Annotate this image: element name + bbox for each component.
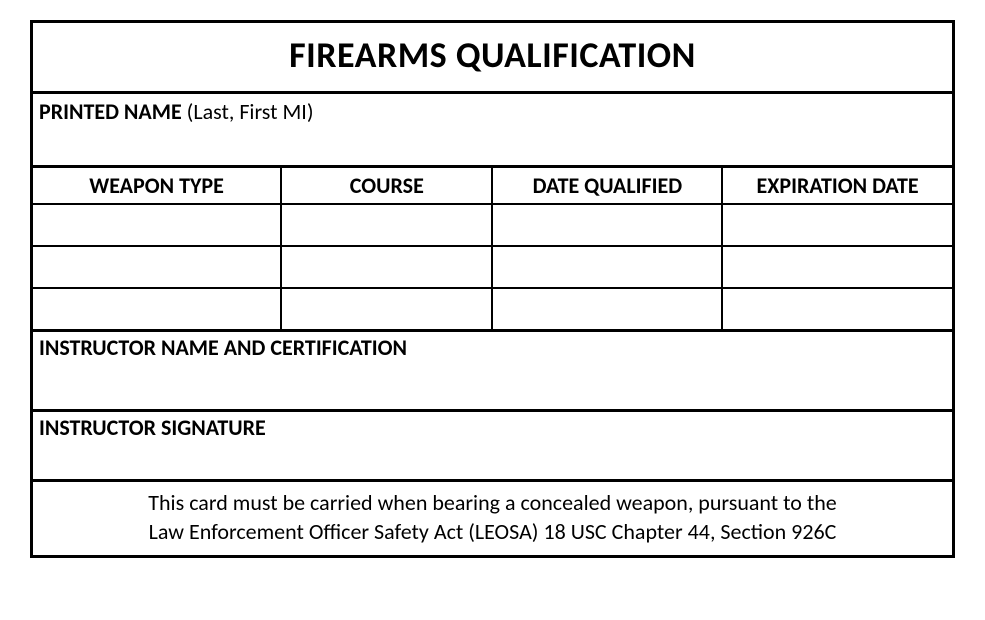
printed-name-label: PRINTED NAME: [39, 98, 182, 125]
col-course: COURSE: [281, 168, 492, 204]
instructor-signature-label: INSTRUCTOR SIGNATURE: [39, 414, 266, 441]
cell-course[interactable]: [281, 246, 492, 288]
col-weapon-type: WEAPON TYPE: [33, 168, 281, 204]
cell-expiration-date[interactable]: [722, 288, 952, 330]
footer-line-2: Law Enforcement Officer Safety Act (LEOS…: [149, 518, 837, 545]
cell-weapon-type[interactable]: [33, 246, 281, 288]
col-date-qualified: DATE QUALIFIED: [492, 168, 722, 204]
cell-date-qualified[interactable]: [492, 204, 722, 246]
printed-name-hint: (Last, First MI): [182, 98, 314, 125]
table-row: [33, 288, 952, 330]
qualification-table: WEAPON TYPE COURSE DATE QUALIFIED EXPIRA…: [33, 168, 952, 332]
table-header-row: WEAPON TYPE COURSE DATE QUALIFIED EXPIRA…: [33, 168, 952, 204]
col-expiration-date: EXPIRATION DATE: [722, 168, 952, 204]
table-row: [33, 246, 952, 288]
title-row: FIREARMS QUALIFICATION: [33, 23, 952, 94]
footer-notice: This card must be carried when bearing a…: [33, 482, 952, 555]
cell-weapon-type[interactable]: [33, 288, 281, 330]
qualification-card: FIREARMS QUALIFICATION PRINTED NAME (Las…: [30, 20, 955, 558]
cell-expiration-date[interactable]: [722, 204, 952, 246]
cell-date-qualified[interactable]: [492, 288, 722, 330]
card-title: FIREARMS QUALIFICATION: [289, 33, 696, 77]
cell-weapon-type[interactable]: [33, 204, 281, 246]
cell-date-qualified[interactable]: [492, 246, 722, 288]
cell-course[interactable]: [281, 288, 492, 330]
cell-course[interactable]: [281, 204, 492, 246]
cell-expiration-date[interactable]: [722, 246, 952, 288]
printed-name-row[interactable]: PRINTED NAME (Last, First MI): [33, 94, 952, 168]
instructor-signature-row[interactable]: INSTRUCTOR SIGNATURE: [33, 412, 952, 482]
table-row: [33, 204, 952, 246]
footer-line-1: This card must be carried when bearing a…: [148, 489, 836, 516]
instructor-name-label: INSTRUCTOR NAME AND CERTIFICATION: [39, 334, 407, 361]
instructor-name-row[interactable]: INSTRUCTOR NAME AND CERTIFICATION: [33, 332, 952, 412]
